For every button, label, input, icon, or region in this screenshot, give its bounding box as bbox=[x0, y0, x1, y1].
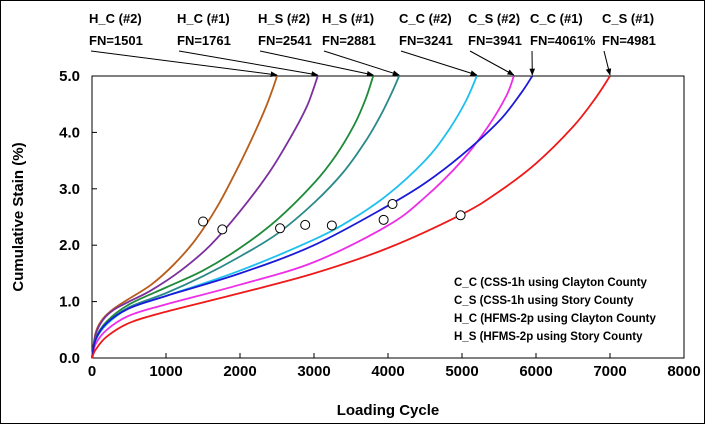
x-tick-label: 2000 bbox=[223, 363, 256, 380]
x-tick-label: 0 bbox=[88, 363, 96, 380]
annotation-fn-7: FN=4981 bbox=[602, 33, 656, 48]
x-tick-label: 3000 bbox=[297, 363, 330, 380]
annotation-fn-2: FN=2541 bbox=[258, 33, 312, 48]
annotation-label-2: H_S (#2) bbox=[258, 11, 310, 26]
annotation-arrow-0 bbox=[90, 50, 278, 77]
fn-marker-1 bbox=[217, 224, 228, 235]
annotation-arrow-4 bbox=[400, 50, 478, 76]
fn-marker-6 bbox=[387, 199, 398, 210]
fn-marker-4 bbox=[326, 220, 337, 231]
legend-text-2: H_C (HFMS-2p using Clayton County bbox=[454, 313, 656, 325]
annotation-fn-5: FN=3941 bbox=[468, 33, 522, 48]
fn-marker-3 bbox=[300, 219, 311, 230]
series-line-7 bbox=[91, 75, 611, 359]
fn-marker-2 bbox=[275, 223, 286, 234]
annotation-fn-4: FN=3241 bbox=[399, 33, 453, 48]
series-line-5 bbox=[91, 75, 515, 359]
y-tick-label: 5.0 bbox=[59, 68, 80, 85]
annotation-arrow-7 bbox=[603, 50, 612, 76]
series-line-0 bbox=[91, 75, 278, 359]
annotation-fn-6: FN=4061% bbox=[530, 33, 596, 48]
legend-text-0: C_C (CSS-1h using Clayton County bbox=[454, 277, 648, 289]
fn-marker-7 bbox=[455, 210, 466, 221]
annotation-arrow-3 bbox=[323, 50, 400, 76]
annotation-fn-0: FN=1501 bbox=[89, 33, 143, 48]
x-tick-label: 6000 bbox=[519, 363, 552, 380]
annotation-label-1: H_C (#1) bbox=[177, 11, 230, 26]
annotation-arrow-1 bbox=[178, 50, 319, 77]
series-line-1 bbox=[91, 75, 319, 359]
y-tick-label: 3.0 bbox=[59, 181, 80, 198]
annotation-label-3: H_S (#1) bbox=[322, 11, 374, 26]
annotation-label-0: H_C (#2) bbox=[89, 11, 142, 26]
y-tick-label: 1.0 bbox=[59, 294, 80, 311]
x-tick-label: 7000 bbox=[593, 363, 626, 380]
annotation-fn-3: FN=2881 bbox=[322, 33, 376, 48]
series-line-6 bbox=[91, 75, 534, 359]
annotation-label-4: C_C (#2) bbox=[399, 11, 452, 26]
fn-marker-5 bbox=[378, 214, 389, 225]
annotation-label-5: C_S (#2) bbox=[468, 11, 520, 26]
x-tick-label: 1000 bbox=[149, 363, 182, 380]
y-axis-label: Cumulative Stain (%) bbox=[10, 142, 27, 291]
x-tick-label: 8000 bbox=[667, 363, 700, 380]
annotation-arrow-2 bbox=[259, 50, 374, 77]
x-tick-label: 5000 bbox=[445, 363, 478, 380]
fn-marker-0 bbox=[198, 216, 209, 227]
annotation-label-6: C_C (#1) bbox=[530, 11, 583, 26]
y-tick-label: 2.0 bbox=[59, 237, 80, 254]
annotation-label-7: C_S (#1) bbox=[602, 11, 654, 26]
y-tick-label: 0.0 bbox=[59, 350, 80, 367]
x-tick-label: 4000 bbox=[371, 363, 404, 380]
annotation-arrow-5 bbox=[469, 50, 515, 76]
legend-text-3: H_S (HFMS-2p using Story County bbox=[454, 331, 643, 343]
series-line-2 bbox=[91, 75, 375, 359]
y-tick-label: 4.0 bbox=[59, 124, 80, 141]
legend-text-1: C_S (CSS-1h using Story County bbox=[454, 295, 634, 307]
annotation-fn-1: FN=1761 bbox=[177, 33, 231, 48]
series-line-3 bbox=[91, 75, 400, 359]
x-axis-label: Loading Cycle bbox=[337, 402, 440, 419]
